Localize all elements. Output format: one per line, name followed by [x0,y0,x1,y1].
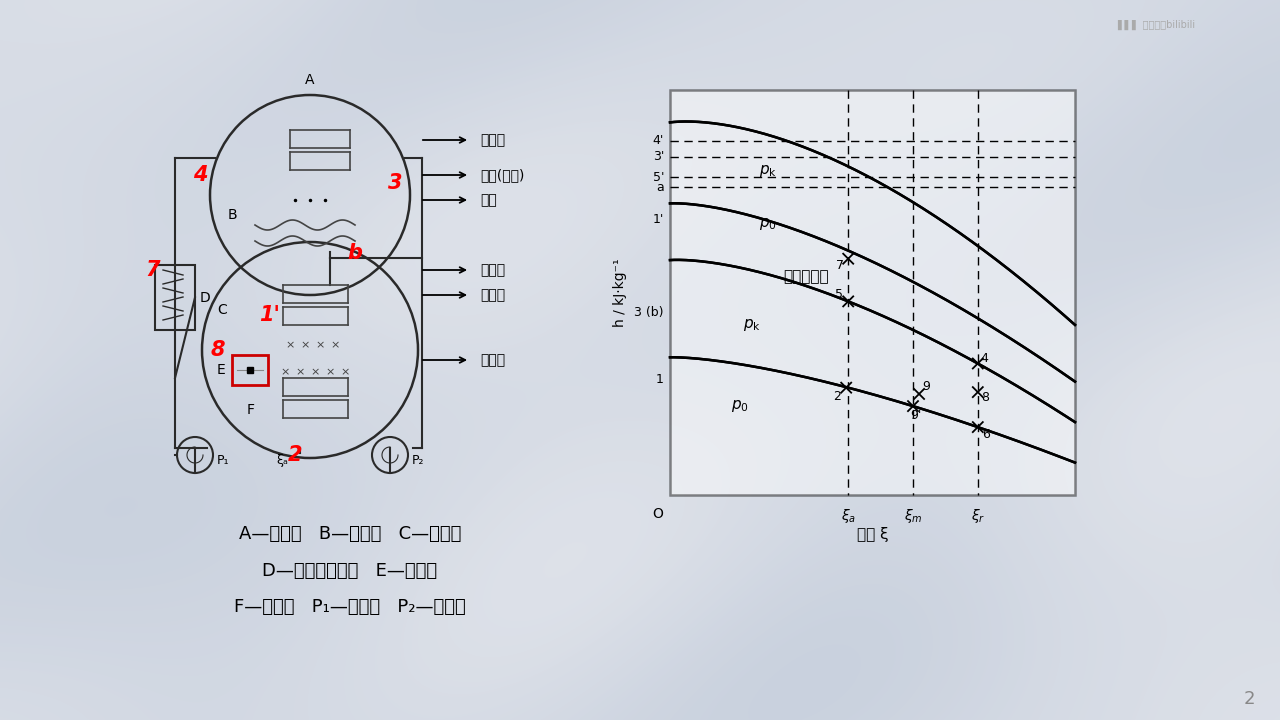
Text: P₂: P₂ [412,454,425,467]
Text: 冷却水: 冷却水 [480,133,506,147]
Text: $p_\mathrm{k}$: $p_\mathrm{k}$ [759,163,777,179]
Text: 冷媒水: 冷媒水 [480,263,506,277]
Text: 2: 2 [833,390,841,403]
Text: 8: 8 [980,391,988,404]
Text: 3 (b): 3 (b) [635,306,664,319]
Text: h / kJ·kg⁻¹: h / kJ·kg⁻¹ [613,258,627,327]
Text: 1': 1' [260,305,280,325]
Text: 冷却水: 冷却水 [480,353,506,367]
Text: $p_0$: $p_0$ [759,216,777,232]
Text: 5': 5' [653,171,664,184]
Text: $p_\mathrm{k}$: $p_\mathrm{k}$ [742,317,760,333]
Text: ×: × [340,367,349,377]
Text: F: F [247,403,255,417]
Text: 9': 9' [910,409,922,422]
Text: 1: 1 [657,373,664,386]
Text: 8: 8 [211,340,225,360]
Text: $\xi_a$: $\xi_a$ [841,507,856,525]
Text: O: O [653,507,663,521]
Text: 7: 7 [836,259,845,272]
Text: E: E [218,363,225,377]
Text: 辅助等压线: 辅助等压线 [783,269,829,284]
Text: C: C [218,303,227,317]
Text: P₁: P₁ [218,454,229,467]
Text: ×: × [315,340,325,350]
Text: 4: 4 [980,352,988,365]
Text: 1': 1' [653,213,664,226]
Text: 5: 5 [836,288,844,301]
Text: $\xi_r$: $\xi_r$ [970,507,984,525]
Text: 4': 4' [653,134,664,147]
Text: ×: × [296,367,305,377]
Text: b: b [347,243,362,263]
Text: $p_0$: $p_0$ [731,398,749,414]
Text: ×: × [280,367,289,377]
Text: $\xi_m$: $\xi_m$ [904,507,923,525]
Text: D—溶液热交换器   E—引射器: D—溶液热交换器 E—引射器 [262,562,438,580]
Text: 7: 7 [146,260,160,280]
Text: ×: × [325,367,334,377]
Text: 2: 2 [1243,690,1254,708]
Text: D: D [200,290,211,305]
Text: 蒸汽(热水): 蒸汽(热水) [480,168,525,182]
Text: ξₐ: ξₐ [276,454,288,467]
Text: 3': 3' [653,150,664,163]
Bar [669,90,1075,495]
Bar [232,355,268,385]
Text: A—冷凝器   B—发生器   C—蒸发器: A—冷凝器 B—发生器 C—蒸发器 [239,525,461,543]
Text: B: B [228,208,238,222]
Text: 6: 6 [982,428,989,441]
Text: a: a [657,181,664,194]
Text: 3: 3 [388,173,402,193]
Text: ×: × [310,367,320,377]
Text: 冷媒水: 冷媒水 [480,288,506,302]
Text: 凝水: 凝水 [480,193,497,207]
Text: ×: × [285,340,294,350]
Text: A: A [305,73,315,87]
Text: F—吸收器   P₁—溶液泵   P₂—冷剂泵: F—吸收器 P₁—溶液泵 P₂—冷剂泵 [234,598,466,616]
Bar [155,265,195,330]
Text: 浓度 ξ: 浓度 ξ [856,527,888,542]
Text: ▌▌▌ 哔哩哔哩bilibili: ▌▌▌ 哔哩哔哩bilibili [1117,20,1196,30]
Text: 4: 4 [193,165,207,185]
Text: ×: × [301,340,310,350]
Text: 9: 9 [922,380,931,393]
Text: ×: × [330,340,339,350]
Text: 2: 2 [288,445,302,465]
